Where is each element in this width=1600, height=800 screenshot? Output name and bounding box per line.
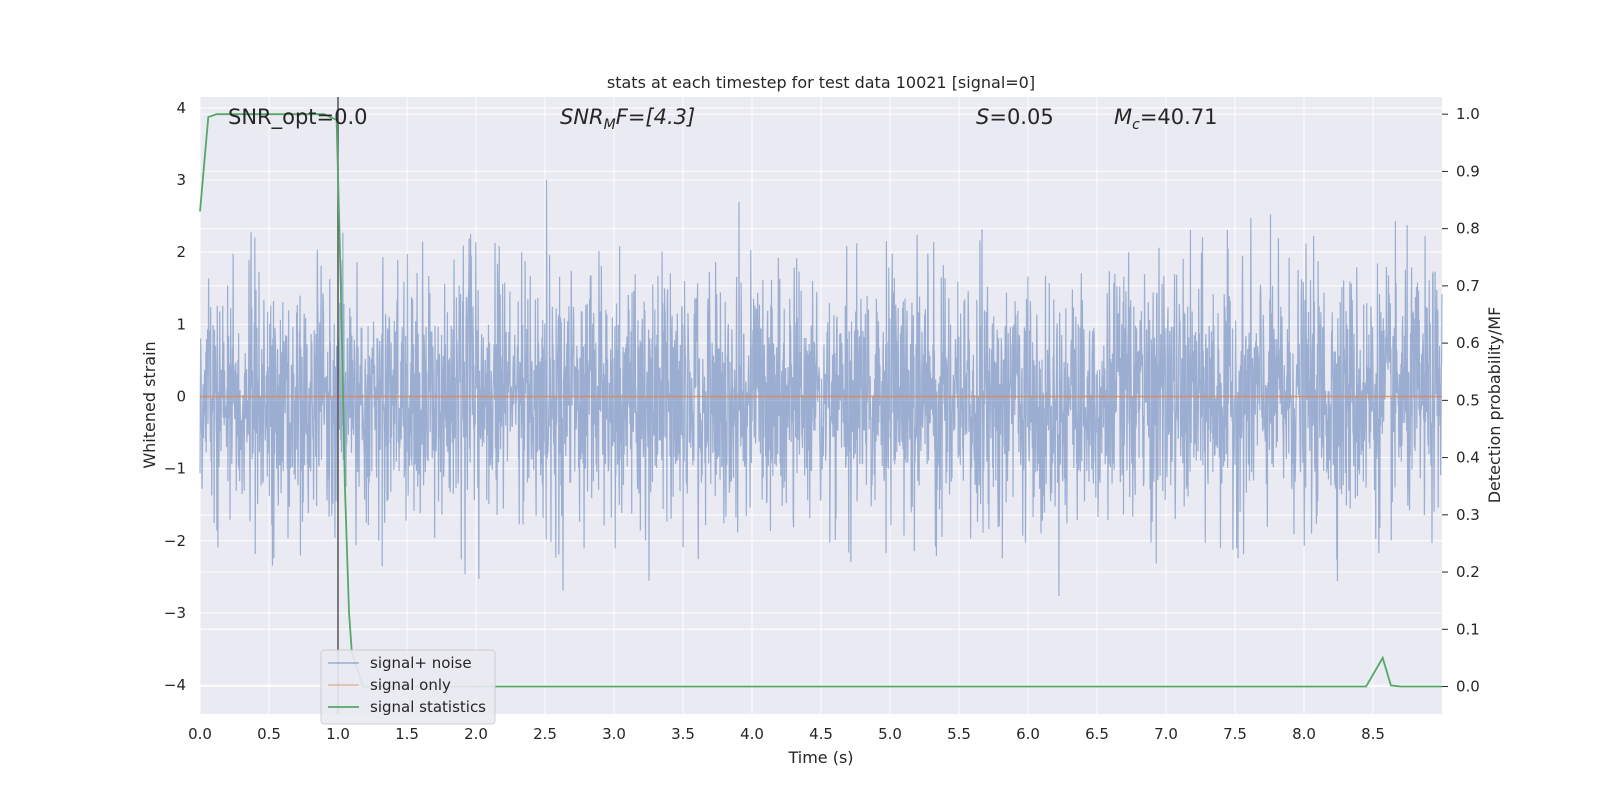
left-y-tick-label: −3 bbox=[164, 604, 186, 622]
left-y-tick-label: 1 bbox=[176, 315, 186, 333]
left-y-tick-label: 2 bbox=[176, 243, 186, 261]
chart-title: stats at each timestep for test data 100… bbox=[607, 73, 1035, 92]
signal-plus-noise-series bbox=[199, 179, 1443, 596]
left-y-tick-label: −4 bbox=[164, 676, 186, 694]
right-y-tick-label: 0.8 bbox=[1456, 220, 1480, 238]
left-y-tick-label: −2 bbox=[164, 532, 186, 550]
x-tick-label: 6.5 bbox=[1085, 725, 1109, 743]
right-y-tick-label: 0.5 bbox=[1456, 391, 1480, 409]
x-tick-label: 8.0 bbox=[1292, 725, 1316, 743]
x-tick-label: 2.0 bbox=[464, 725, 488, 743]
x-tick-label: 2.5 bbox=[533, 725, 557, 743]
x-tick-label: 5.5 bbox=[947, 725, 971, 743]
legend-label-signal-noise: signal+ noise bbox=[370, 654, 472, 672]
right-y-tick-label: 0.2 bbox=[1456, 563, 1480, 581]
x-tick-label: 0.5 bbox=[257, 725, 281, 743]
x-tick-label: 6.0 bbox=[1016, 725, 1040, 743]
right-y-axis-ticks: 0.0 0.1 0.2 0.3 0.4 0.5 0.6 0.7 0.8 0.9 1.0 bbox=[1442, 105, 1480, 696]
legend: signal+ noise signal only signal statist… bbox=[320, 649, 496, 725]
right-y-tick-label: 0.1 bbox=[1456, 620, 1480, 638]
x-tick-label: 5.0 bbox=[878, 725, 902, 743]
signal-statistics-line bbox=[199, 113, 1442, 688]
legend-label-signal-only: signal only bbox=[370, 676, 451, 694]
signal-plus-noise-path bbox=[199, 179, 1443, 596]
x-tick-label: 1.0 bbox=[326, 725, 350, 743]
right-y-tick-label: 0.0 bbox=[1456, 678, 1480, 696]
annotation-s: S=0.05 bbox=[976, 105, 1054, 129]
annotation-mc: Mc=40.71 bbox=[1114, 105, 1218, 133]
x-tick-label: 3.0 bbox=[602, 725, 626, 743]
legend-label-signal-statistics: signal statistics bbox=[370, 698, 486, 716]
x-axis-ticks: 0.0 0.5 1.0 1.5 2.0 2.5 3.0 3.5 4.0 4.5 5.0 5.5 6.0 6… bbox=[188, 725, 1385, 743]
right-y-tick-label: 0.7 bbox=[1456, 277, 1480, 295]
left-y-axis-ticks: −4 −3 −2 −1 0 1 2 3 4 bbox=[164, 99, 186, 694]
right-y-tick-label: 0.6 bbox=[1456, 334, 1480, 352]
annotation-snr-opt: SNR_opt=0.0 bbox=[228, 105, 368, 130]
left-y-tick-label: 4 bbox=[176, 99, 186, 117]
x-tick-label: 3.5 bbox=[671, 725, 695, 743]
x-tick-label: 7.5 bbox=[1223, 725, 1247, 743]
x-axis-label: Time (s) bbox=[787, 748, 853, 767]
x-tick-label: 8.5 bbox=[1361, 725, 1385, 743]
left-y-tick-label: 3 bbox=[176, 171, 186, 189]
legend-box bbox=[320, 649, 496, 725]
left-y-tick-label: −1 bbox=[164, 460, 186, 478]
x-tick-label: 4.5 bbox=[809, 725, 833, 743]
right-y-tick-label: 1.0 bbox=[1456, 105, 1480, 123]
x-tick-label: 4.0 bbox=[740, 725, 764, 743]
left-y-tick-label: 0 bbox=[176, 387, 186, 405]
right-y-tick-label: 0.3 bbox=[1456, 506, 1480, 524]
x-tick-label: 0.0 bbox=[188, 725, 212, 743]
right-y-axis-label: Detection probability/MF bbox=[1485, 307, 1504, 504]
annotation-snr-mf: SNRMF=[4.3] bbox=[560, 105, 695, 133]
x-tick-label: 1.5 bbox=[395, 725, 419, 743]
right-y-tick-label: 0.4 bbox=[1456, 449, 1480, 467]
right-y-tick-label: 0.9 bbox=[1456, 162, 1480, 180]
x-tick-label: 7.0 bbox=[1154, 725, 1178, 743]
left-y-axis-label: Whitened strain bbox=[140, 341, 159, 468]
